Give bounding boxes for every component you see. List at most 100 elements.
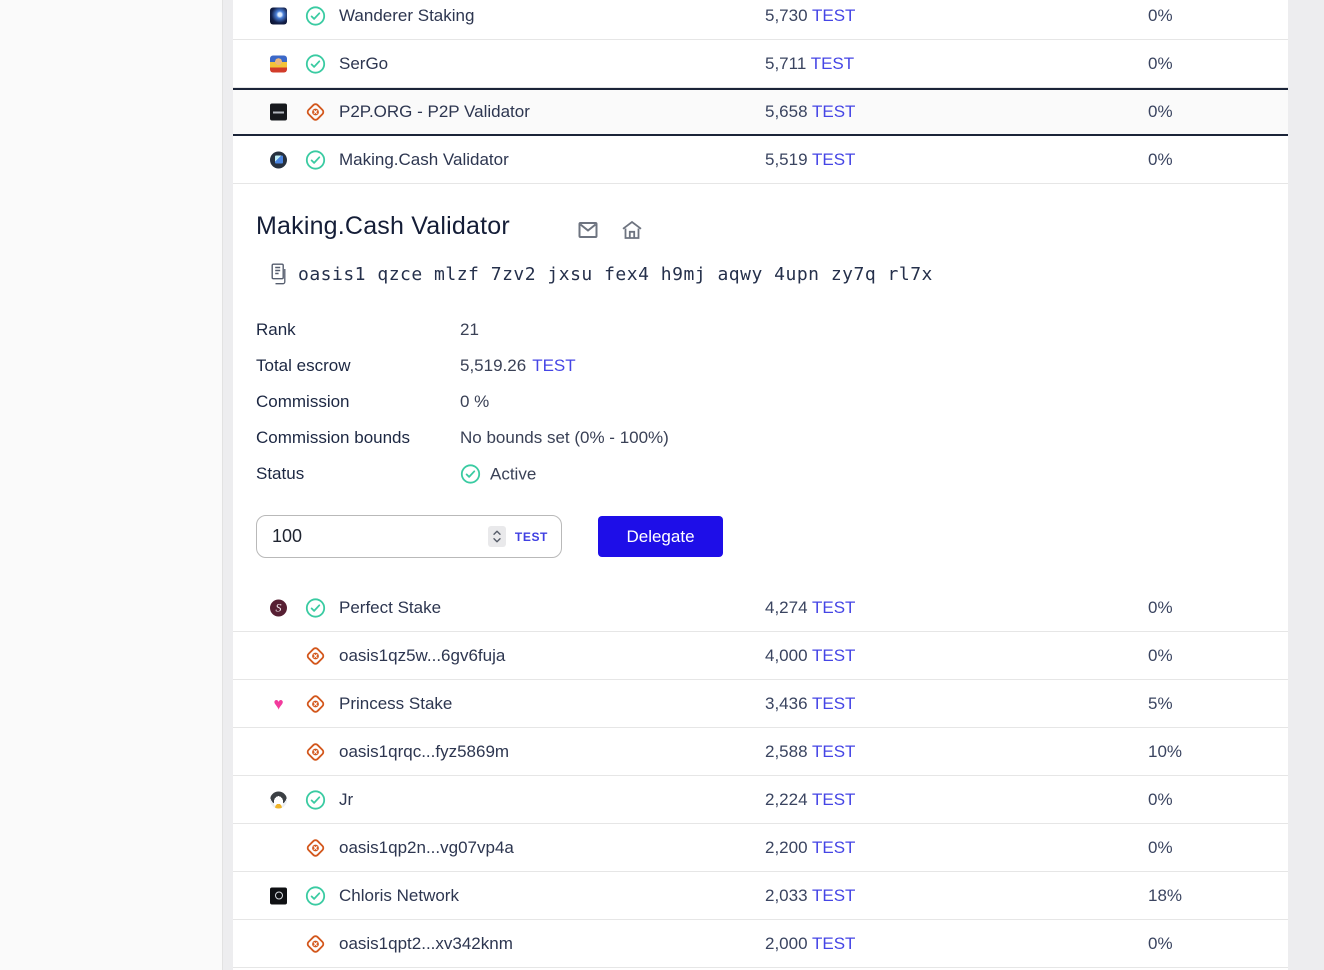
- validator-row[interactable]: oasis1qrqc...fyz5869m 2,588 TEST 10%: [233, 728, 1288, 776]
- validator-escrow: 3,436 TEST: [765, 693, 856, 713]
- validator-row[interactable]: SerGo 5,711 TEST 0%: [233, 40, 1288, 88]
- email-icon[interactable]: [576, 218, 600, 242]
- active-status-icon: [460, 464, 481, 485]
- validator-escrow: 5,519 TEST: [765, 149, 856, 169]
- validator-row[interactable]: oasis1qz5w...6gv6fuja 4,000 TEST 0%: [233, 632, 1288, 680]
- validator-fee: 0%: [1148, 789, 1173, 809]
- token-link[interactable]: TEST: [811, 102, 856, 121]
- validator-detail-title: Making.Cash Validator: [256, 212, 510, 240]
- validator-escrow: 2,224 TEST: [765, 789, 856, 809]
- validator-name: Perfect Stake: [339, 597, 442, 617]
- wine-avatar: S: [270, 599, 287, 616]
- home-website-icon[interactable]: [620, 218, 644, 242]
- avatar-empty: [270, 935, 287, 952]
- detail-field-value: 21: [460, 320, 479, 339]
- verified-status-icon: [305, 597, 326, 618]
- validator-fee: 0%: [1148, 645, 1173, 665]
- validator-list-bottom: S Perfect Stake 4,274 TEST 0% oasis1qz5w…: [233, 584, 1288, 969]
- heart-avatar: ♥: [273, 694, 284, 713]
- validator-fee: 5%: [1148, 693, 1173, 713]
- token-link[interactable]: TEST: [811, 789, 856, 809]
- validator-fee: 0%: [1148, 5, 1173, 25]
- cube-avatar: [270, 151, 287, 168]
- validator-row[interactable]: Wanderer Staking 5,730 TEST 0%: [233, 0, 1288, 40]
- validator-detail-fields: Rank 21 Total escrow 5,519.26 TEST Commis…: [256, 312, 1156, 492]
- delegate-button[interactable]: Delegate: [598, 516, 723, 557]
- penguin-avatar: [270, 791, 287, 808]
- detail-field-label: Status: [256, 464, 305, 483]
- copy-address-icon[interactable]: [269, 263, 288, 285]
- validator-name: P2P.ORG - P2P Validator: [339, 102, 530, 121]
- token-link[interactable]: TEST: [811, 645, 856, 665]
- validator-name: Princess Stake: [339, 693, 453, 713]
- verified-status-icon: [305, 789, 326, 810]
- detail-field-row: Total escrow 5,519.26 TEST: [256, 348, 1156, 384]
- unknown-status-icon: [305, 933, 326, 954]
- validator-row[interactable]: Jr 2,224 TEST 0%: [233, 776, 1288, 824]
- token-link[interactable]: TEST: [811, 837, 856, 857]
- amount-input[interactable]: [270, 525, 488, 548]
- validator-fee: 0%: [1148, 149, 1173, 169]
- validator-escrow: 2,033 TEST: [765, 885, 856, 905]
- validator-row[interactable]: oasis1qp2n...vg07vp4a 2,200 TEST 0%: [233, 824, 1288, 872]
- validator-name: oasis1qp2n...vg07vp4a: [339, 837, 514, 857]
- detail-field-row: Commission 0 %: [256, 384, 1156, 420]
- validator-row[interactable]: S Perfect Stake 4,274 TEST 0%: [233, 584, 1288, 632]
- token-link[interactable]: TEST: [532, 356, 576, 375]
- validator-address[interactable]: oasis1 qzce mlzf 7zv2 jxsu fex4 h9mj aqw…: [298, 263, 933, 285]
- validator-name: Making.Cash Validator: [339, 149, 509, 169]
- validator-escrow: 4,000 TEST: [765, 645, 856, 665]
- token-link[interactable]: TEST: [810, 53, 855, 73]
- validator-name: Chloris Network: [339, 885, 459, 905]
- avatar-empty: [270, 743, 287, 760]
- detail-field-row: Rank 21: [256, 312, 1156, 348]
- galaxy-avatar: [270, 7, 287, 24]
- detail-field-label: Commission bounds: [256, 428, 411, 447]
- token-link[interactable]: TEST: [811, 597, 856, 617]
- validator-row[interactable]: ♥ Princess Stake 3,436 TEST 5%: [233, 680, 1288, 728]
- amount-stepper[interactable]: [487, 526, 506, 547]
- validator-row[interactable]: oasis1qpt2...xv342knm 2,000 TEST 0%: [233, 920, 1288, 968]
- validator-row[interactable]: P2P.ORG - P2P Validator 5,658 TEST 0%: [233, 88, 1288, 136]
- detail-field-row: Commission bounds No bounds set (0% - 10…: [256, 420, 1156, 456]
- validator-row[interactable]: Chloris Network 2,033 TEST 18%: [233, 872, 1288, 920]
- validator-fee: 10%: [1148, 741, 1183, 761]
- chloris-avatar: [270, 887, 287, 904]
- token-link[interactable]: TEST: [811, 741, 856, 761]
- verified-status-icon: [305, 885, 326, 906]
- validator-escrow: 2,200 TEST: [765, 837, 856, 857]
- validator-fee: 18%: [1148, 885, 1183, 905]
- validator-name: oasis1qrqc...fyz5869m: [339, 741, 510, 761]
- validator-escrow: 5,730 TEST: [765, 5, 856, 25]
- detail-field-row: Status Active: [256, 456, 1156, 492]
- detail-field-label: Commission: [256, 392, 350, 411]
- token-link[interactable]: TEST: [811, 933, 856, 953]
- validator-fee: 0%: [1148, 597, 1173, 617]
- verified-status-icon: [305, 53, 326, 74]
- left-sidebar-panel: [0, 0, 223, 970]
- validator-fee: 0%: [1148, 102, 1173, 121]
- validator-address-row: oasis1 qzce mlzf 7zv2 jxsu fex4 h9mj aqw…: [269, 261, 933, 287]
- unknown-status-icon: [305, 837, 326, 858]
- validator-row[interactable]: Making.Cash Validator 5,519 TEST 0%: [233, 136, 1288, 184]
- validator-name: Wanderer Staking: [339, 5, 475, 25]
- validator-name: Jr: [339, 789, 354, 809]
- validator-fee: 0%: [1148, 53, 1173, 73]
- token-link[interactable]: TEST: [811, 5, 856, 25]
- unknown-status-icon: [305, 645, 326, 666]
- validator-escrow: 5,711 TEST: [765, 53, 855, 73]
- verified-status-icon: [305, 149, 326, 170]
- validator-list-top: Wanderer Staking 5,730 TEST 0% SerGo 5,7…: [233, 0, 1288, 185]
- validator-escrow: 4,274 TEST: [765, 597, 856, 617]
- detail-field-label: Rank: [256, 320, 296, 339]
- detail-field-value: No bounds set (0% - 100%): [460, 428, 669, 447]
- token-link[interactable]: TEST: [811, 885, 856, 905]
- person-avatar: [270, 55, 287, 72]
- detail-field-value: 0 %: [460, 392, 490, 411]
- validator-escrow: 2,000 TEST: [765, 933, 856, 953]
- validator-escrow: 2,588 TEST: [765, 741, 856, 761]
- unknown-status-icon: [305, 693, 326, 714]
- detail-field-value: 5,519.26 TEST: [460, 356, 576, 375]
- token-link[interactable]: TEST: [811, 149, 856, 169]
- token-link[interactable]: TEST: [811, 693, 856, 713]
